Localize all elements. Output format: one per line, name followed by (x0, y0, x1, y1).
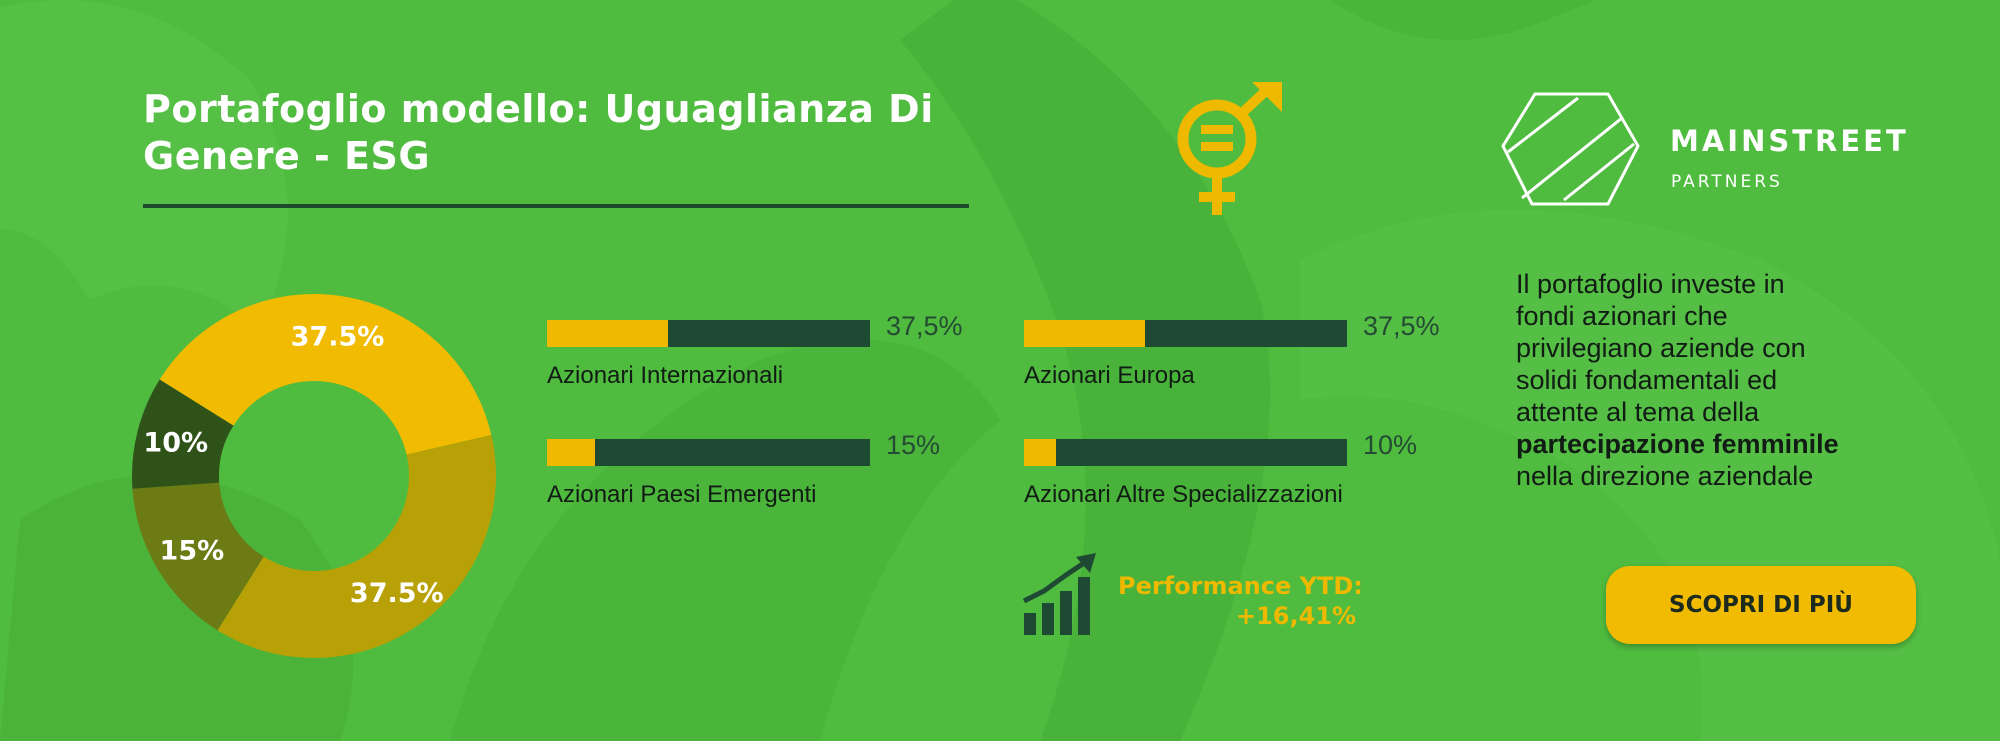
bar-category-label: Azionari Europa (1024, 362, 1195, 389)
description-ending: nella direzione aziendale (1516, 461, 1814, 491)
description-highlight: partecipazione femminile (1516, 429, 1839, 459)
allocation-donut-chart: 37.5% 37.5% 15% 10% (132, 293, 497, 658)
donut-slice (159, 293, 492, 455)
bar-track (1024, 320, 1347, 347)
bar-value-label: 15% (886, 430, 941, 460)
brand-subtitle: PARTNERS (1671, 172, 1783, 192)
growth-chart-icon (1022, 553, 1096, 635)
bar-fill (1024, 320, 1146, 347)
title-line-2: Genere - ESG (143, 134, 431, 178)
description-line: privilegiano aziende con (1516, 333, 1806, 363)
bar-fill (1024, 439, 1057, 466)
page-title: Portafoglio modello: Uguaglianza Di Gene… (143, 86, 1003, 180)
description-line: attente al tema della (1516, 397, 1760, 427)
bar-category-label: Azionari Internazionali (547, 362, 784, 389)
bar-category-label: Azionari Paesi Emergenti (547, 481, 817, 508)
donut-slice-label: 37.5% (350, 578, 444, 609)
donut-slice-label: 15% (160, 535, 225, 566)
bar-category-label: Azionari Altre Specializzazioni (1024, 481, 1343, 508)
donut-slice (132, 482, 264, 631)
bar-fill (547, 439, 596, 466)
bar-track (1024, 439, 1347, 466)
gender-equality-icon (1177, 82, 1282, 215)
donut-slice-label: 10% (143, 428, 208, 459)
bar-fill (547, 320, 669, 347)
bar-value-label: 37,5% (886, 311, 963, 341)
description-line: fondi azionari che (1516, 301, 1728, 331)
bar-track (547, 320, 870, 347)
donut-slice (132, 379, 234, 489)
performance-value: +16,41% (1236, 602, 1357, 630)
bar-value-label: 37,5% (1363, 311, 1440, 341)
performance-label: Performance YTD: (1118, 572, 1363, 600)
bar-value-label: 10% (1363, 430, 1418, 460)
donut-slice-label: 37.5% (291, 321, 385, 352)
title-line-1: Portafoglio modello: Uguaglianza Di (143, 87, 934, 131)
brand-name: MAINSTREET (1670, 124, 1909, 158)
description-text: Il portafoglio investe in fondi azionari… (1516, 268, 1936, 492)
title-underline (143, 204, 969, 208)
discover-more-button[interactable]: SCOPRI DI PIÙ (1606, 566, 1916, 644)
description-line: solidi fondamentali ed (1516, 365, 1778, 395)
mainstreet-logo-icon (1501, 92, 1640, 206)
donut-slice (217, 435, 497, 658)
description-line: Il portafoglio investe in (1516, 269, 1785, 299)
bar-track (547, 439, 870, 466)
